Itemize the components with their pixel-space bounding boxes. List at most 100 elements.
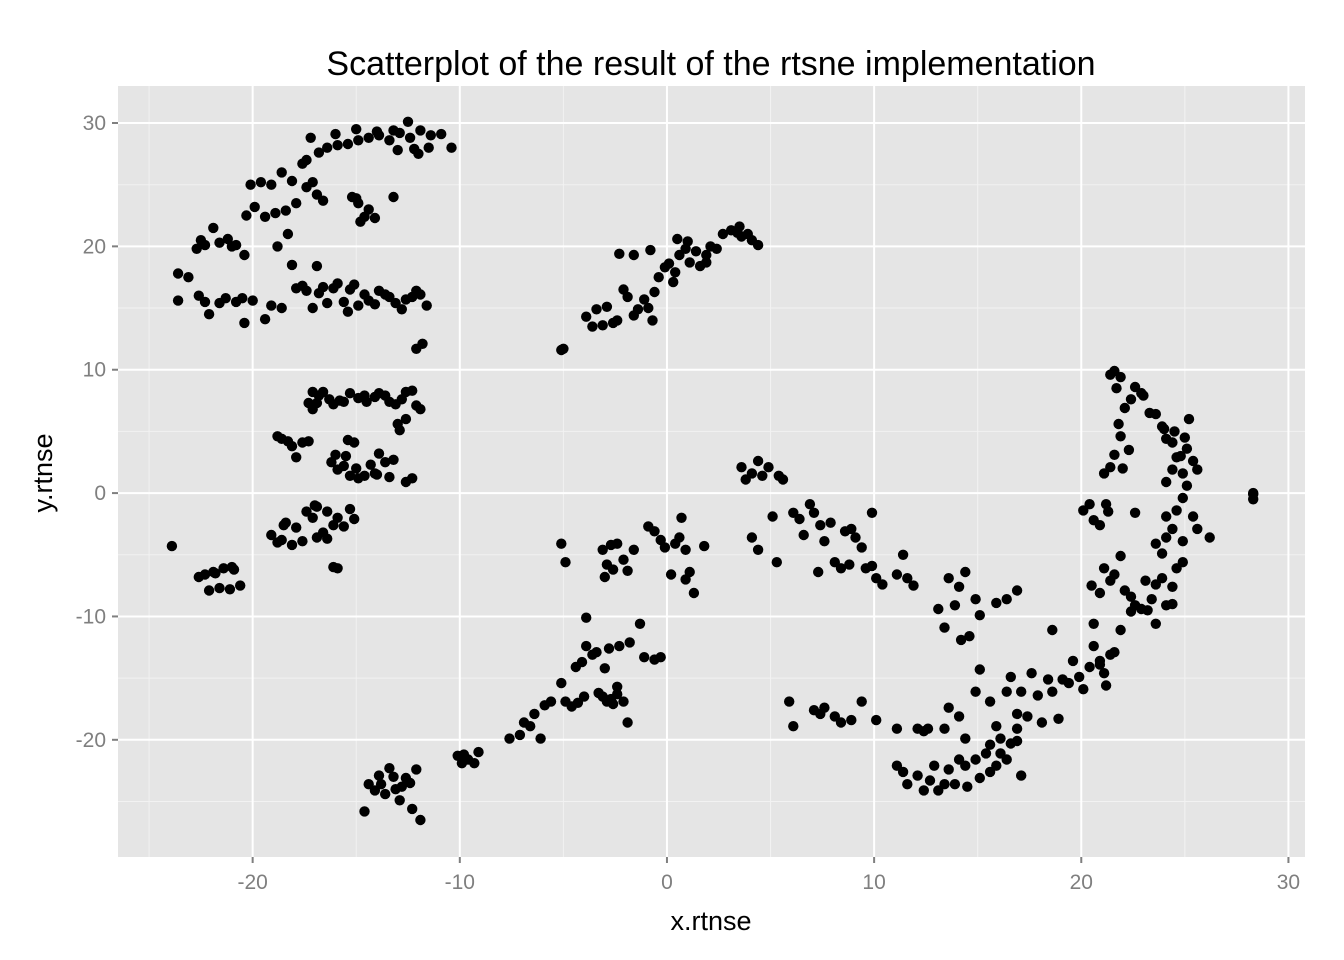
- data-point: [286, 175, 298, 187]
- data-point: [572, 697, 584, 708]
- data-point: [1171, 505, 1182, 516]
- data-point: [856, 696, 867, 707]
- data-point: [1042, 674, 1054, 685]
- data-point: [808, 507, 820, 518]
- data-point: [668, 276, 679, 288]
- data-point: [332, 563, 343, 574]
- data-point: [1150, 538, 1162, 549]
- data-point: [1167, 464, 1178, 475]
- data-point: [581, 612, 592, 623]
- data-point: [1181, 480, 1193, 491]
- data-point: [777, 474, 789, 485]
- data-point: [359, 806, 370, 817]
- data-point: [1109, 569, 1120, 580]
- data-point: [655, 652, 666, 663]
- data-point: [877, 579, 888, 590]
- data-point: [1115, 550, 1126, 562]
- data-point: [286, 259, 298, 271]
- data-point: [199, 569, 211, 580]
- data-point: [1146, 594, 1157, 605]
- data-point: [291, 452, 302, 463]
- data-point: [943, 764, 954, 775]
- data-point: [597, 320, 608, 331]
- data-point: [1001, 754, 1012, 765]
- data-point: [1156, 573, 1168, 584]
- data-point: [752, 544, 764, 555]
- data-point: [634, 618, 646, 629]
- data-point: [1177, 536, 1189, 547]
- data-point: [363, 204, 374, 215]
- data-point: [1005, 671, 1016, 683]
- data-point: [622, 291, 633, 303]
- data-point: [643, 302, 654, 314]
- data-point: [819, 702, 830, 713]
- data-point: [425, 130, 436, 141]
- data-point: [612, 315, 623, 326]
- data-point: [558, 343, 569, 354]
- data-point: [736, 462, 747, 473]
- data-point: [939, 622, 950, 633]
- data-point: [788, 721, 799, 732]
- data-point: [581, 311, 592, 322]
- data-point: [1167, 437, 1178, 448]
- data-point: [1187, 455, 1199, 467]
- data-point: [266, 179, 277, 190]
- data-point: [280, 205, 291, 216]
- data-point: [373, 770, 385, 781]
- data-point: [1001, 686, 1012, 697]
- data-point: [392, 418, 403, 430]
- data-point: [332, 512, 343, 523]
- data-point: [239, 317, 250, 329]
- data-point: [794, 513, 805, 525]
- data-point: [286, 441, 298, 452]
- data-point: [415, 814, 426, 826]
- data-point: [1109, 647, 1120, 658]
- data-point: [897, 766, 909, 778]
- data-point: [226, 561, 238, 573]
- data-point: [757, 470, 768, 481]
- data-point: [214, 237, 225, 248]
- data-point: [1016, 770, 1027, 781]
- data-point: [1022, 711, 1033, 722]
- data-point: [1088, 640, 1099, 652]
- data-point: [680, 544, 691, 555]
- data-point: [1161, 511, 1172, 522]
- data-point: [798, 529, 809, 541]
- data-point: [1117, 463, 1128, 474]
- data-point: [649, 286, 660, 298]
- data-point: [1094, 587, 1106, 599]
- data-point: [402, 116, 414, 128]
- data-point: [1067, 655, 1079, 667]
- data-point: [313, 288, 325, 299]
- data-point: [330, 449, 341, 460]
- data-point: [247, 295, 258, 306]
- data-point: [371, 126, 383, 137]
- y-tick-label: -20: [76, 729, 106, 752]
- data-point: [670, 267, 681, 278]
- data-point: [603, 643, 615, 654]
- data-point: [365, 459, 376, 470]
- data-point: [1098, 563, 1110, 574]
- data-point: [388, 454, 399, 465]
- data-point: [699, 540, 710, 552]
- data-point: [1032, 690, 1044, 701]
- data-point: [593, 687, 604, 699]
- data-point: [1167, 523, 1178, 535]
- data-point: [659, 542, 671, 553]
- data-point: [344, 284, 356, 295]
- x-tick-label: 10: [862, 871, 885, 894]
- data-point: [591, 647, 602, 658]
- data-point: [210, 568, 221, 579]
- data-point: [226, 241, 238, 252]
- data-point: [825, 517, 836, 528]
- data-point: [645, 244, 656, 256]
- data-point: [607, 564, 619, 575]
- data-point: [423, 142, 434, 153]
- data-point: [628, 249, 639, 261]
- data-point: [1094, 655, 1106, 667]
- data-point: [1047, 686, 1058, 697]
- data-point: [953, 581, 965, 592]
- x-tick-labels: -20 -10 0 10 20 30: [237, 871, 1300, 894]
- data-point: [351, 124, 362, 135]
